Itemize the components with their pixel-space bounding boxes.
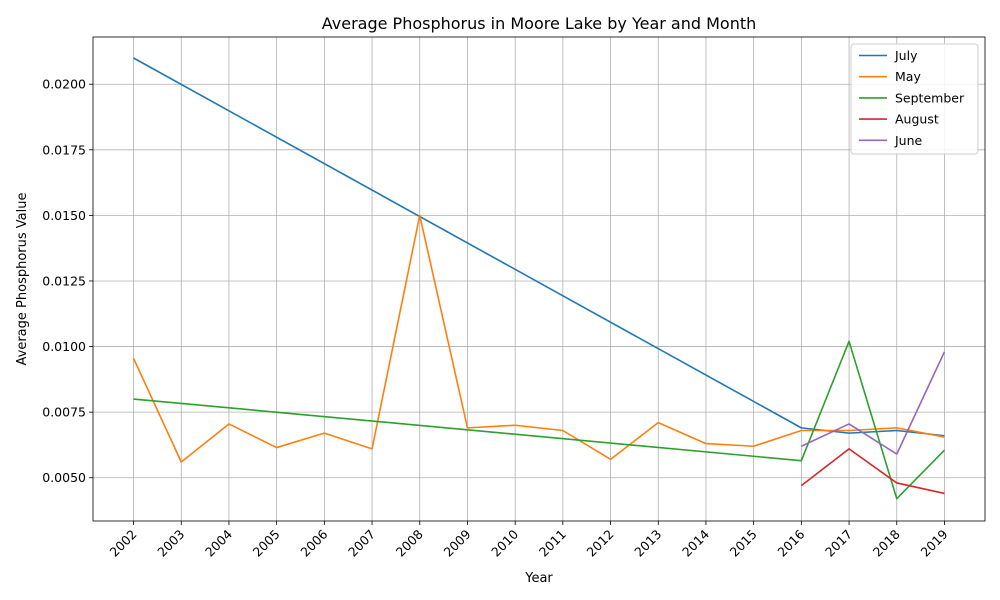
gridlines <box>93 37 985 521</box>
y-tick-label: 0.0175 <box>42 142 86 157</box>
y-tick-label: 0.0150 <box>42 208 86 223</box>
y-tick-label: 0.0100 <box>42 339 86 354</box>
x-axis-label: Year <box>524 571 553 586</box>
legend-label: September <box>895 90 965 105</box>
y-tick-label: 0.0075 <box>42 405 86 420</box>
legend-label: August <box>895 112 939 127</box>
series-lines <box>132 57 946 500</box>
plot-frame <box>92 36 986 522</box>
legend-label: May <box>895 69 921 84</box>
legend: July May September August June <box>850 43 979 155</box>
y-tick-label: 0.0050 <box>42 470 86 485</box>
y-tick-label: 0.0125 <box>42 273 86 288</box>
y-axis-ticks: 0.0050 0.0075 0.0100 0.0125 0.0150 0.0175 0.02… <box>42 77 93 485</box>
legend-label: July <box>894 48 918 63</box>
chart-title: Average Phosphorus in Moore Lake by Year… <box>322 14 757 33</box>
series-line-august <box>800 448 945 495</box>
series-line-july <box>133 57 945 437</box>
series-line-september <box>133 340 946 500</box>
legend-label: June <box>894 133 923 148</box>
y-axis-label: Average Phosphorus Value <box>15 193 30 366</box>
series-line-june <box>801 351 946 455</box>
legend-box <box>850 43 979 155</box>
series-line-may <box>132 214 945 463</box>
y-tick-label: 0.0200 <box>42 77 86 92</box>
